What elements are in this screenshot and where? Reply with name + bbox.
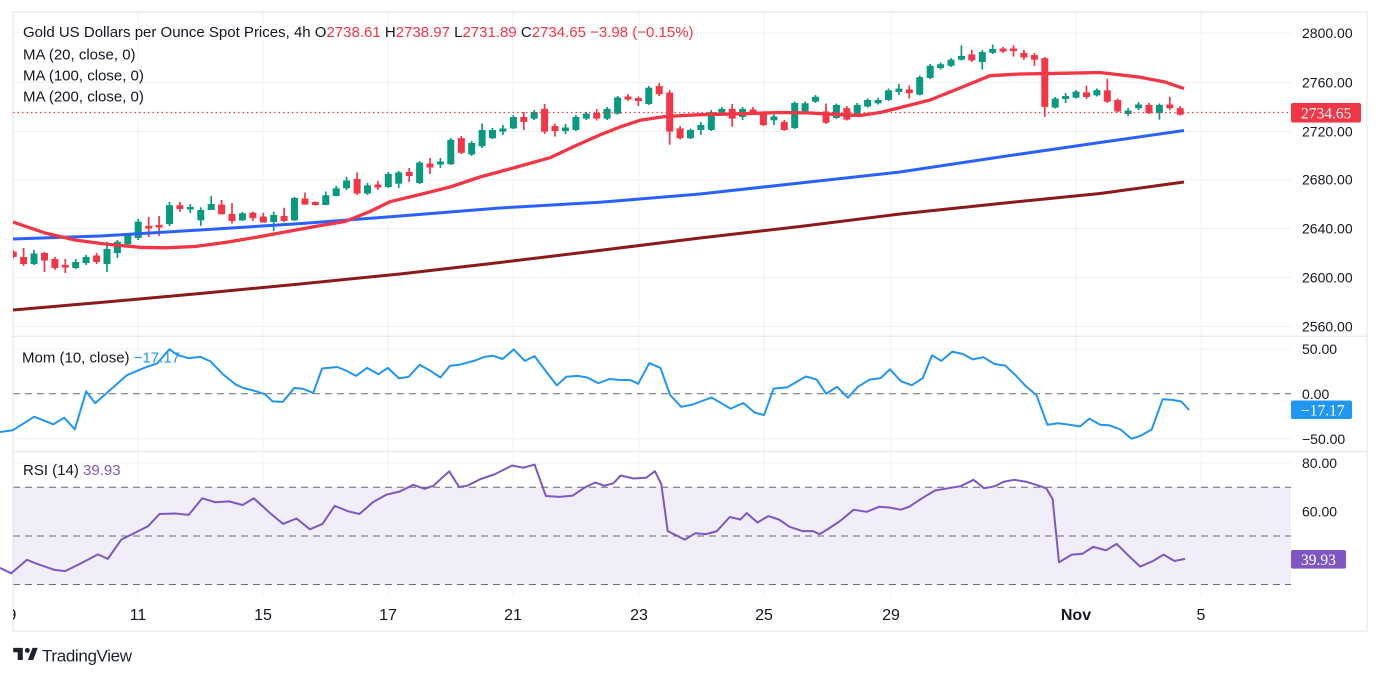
svg-text:2734.65: 2734.65 [1301,105,1352,122]
svg-text:2720.00: 2720.00 [1302,124,1353,140]
svg-text:2800.00: 2800.00 [1302,25,1353,41]
svg-text:39.93: 39.93 [1301,552,1336,569]
svg-text:2640.00: 2640.00 [1302,221,1353,237]
svg-text:Mom (10, close) −17.17: Mom (10, close) −17.17 [22,350,180,367]
svg-text:2560.00: 2560.00 [1302,318,1353,334]
svg-text:23: 23 [630,607,648,624]
svg-text:9: 9 [8,607,17,624]
svg-text:2600.00: 2600.00 [1302,270,1353,286]
svg-text:0.00: 0.00 [1302,386,1329,402]
svg-text:−17.17: −17.17 [1301,402,1345,419]
svg-text:2760.00: 2760.00 [1302,75,1353,91]
svg-text:MA (200, close, 0): MA (200, close, 0) [23,89,144,106]
svg-text:21: 21 [504,607,522,624]
svg-text:TradingView: TradingView [42,647,133,666]
svg-text:Nov: Nov [1061,607,1091,624]
svg-text:60.00: 60.00 [1302,504,1337,520]
svg-text:80.00: 80.00 [1302,455,1337,471]
svg-text:Gold US Dollars per Ounce Spot: Gold US Dollars per Ounce Spot Prices, 4… [23,24,694,41]
svg-text:15: 15 [254,607,272,624]
svg-text:50.00: 50.00 [1302,341,1337,357]
svg-text:−50.00: −50.00 [1302,431,1345,447]
svg-text:5: 5 [1197,607,1206,624]
svg-text:25: 25 [755,607,773,624]
svg-text:MA (20, close, 0): MA (20, close, 0) [23,47,136,64]
svg-text:RSI (14) 39.93: RSI (14) 39.93 [23,462,121,479]
svg-text:17: 17 [379,607,397,624]
svg-text:MA (100, close, 0): MA (100, close, 0) [23,68,144,85]
svg-text:29: 29 [882,607,900,624]
svg-text:2680.00: 2680.00 [1302,172,1353,188]
svg-text:11: 11 [130,607,147,624]
